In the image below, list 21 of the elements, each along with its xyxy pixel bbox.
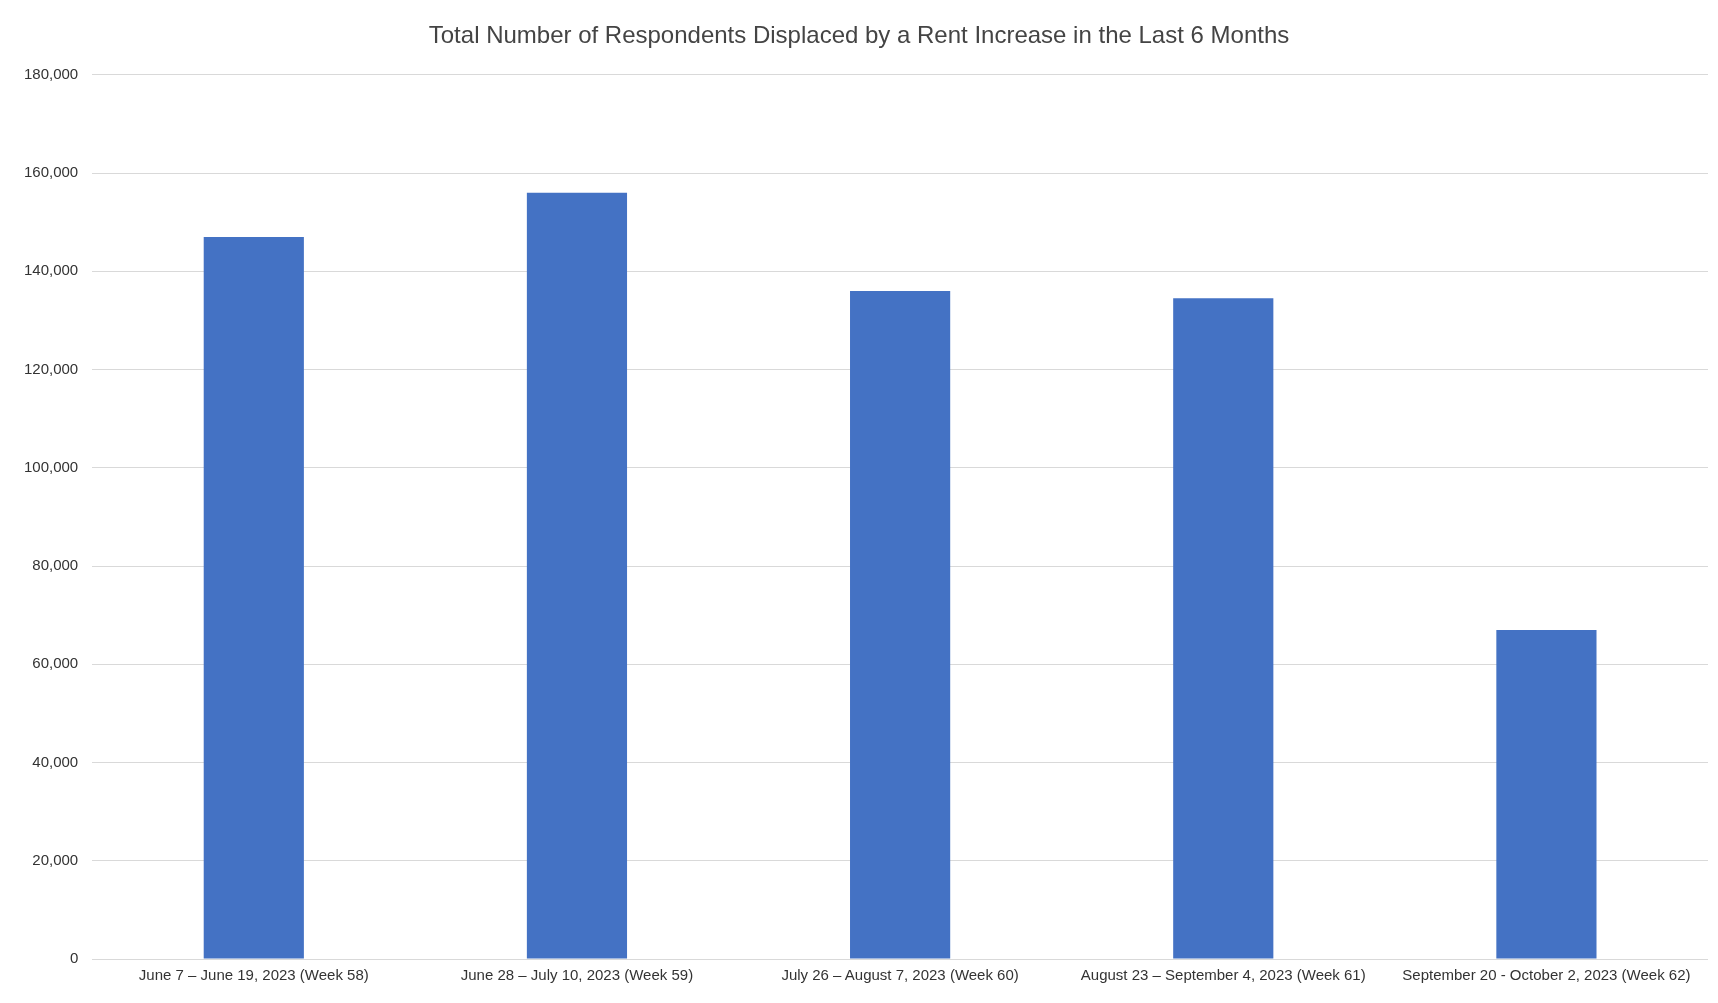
y-tick-label: 60,000	[32, 654, 79, 672]
x-tick-label: July 26 – August 7, 2023 (Week 60)	[781, 966, 1019, 984]
bar	[1496, 629, 1597, 959]
x-tick-label: June 7 – June 19, 2023 (Week 58)	[138, 966, 369, 984]
chart-title: Total Number of Respondents Displaced by a Rent Increase in the Last 6 Months	[428, 21, 1290, 49]
bar	[203, 236, 304, 959]
x-tick-label: September 20 - October 2, 2023 (Week 62)	[1402, 966, 1691, 984]
bar	[850, 290, 951, 959]
x-tick-label: June 28 – July 10, 2023 (Week 59)	[460, 966, 694, 984]
y-tick-label: 80,000	[32, 556, 79, 574]
y-tick-label: 120,000	[23, 359, 79, 377]
bar	[526, 192, 628, 959]
y-tick-label: 180,000	[23, 64, 79, 82]
y-tick-label: 40,000	[32, 752, 79, 770]
x-tick-label: August 23 – September 4, 2023 (Week 61)	[1080, 966, 1366, 984]
y-tick-label: 20,000	[32, 850, 79, 868]
y-tick-label: 0	[69, 949, 79, 967]
y-tick-label: 160,000	[23, 163, 79, 181]
bar	[1173, 298, 1274, 959]
y-tick-label: 140,000	[23, 261, 79, 279]
y-tick-label: 100,000	[23, 457, 79, 475]
